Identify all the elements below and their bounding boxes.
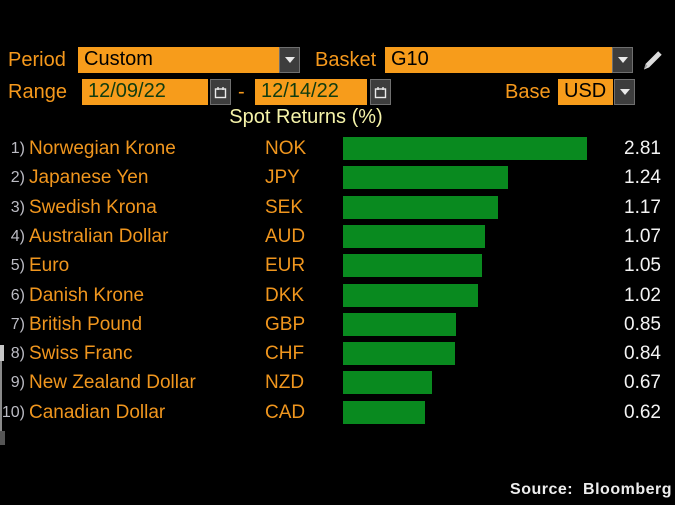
return-value: 0.85 — [624, 313, 661, 335]
currency-name: Australian Dollar — [29, 225, 169, 247]
scrollbar-track — [0, 345, 2, 445]
currency-name: Norwegian Krone — [29, 138, 176, 159]
left-scrollbar[interactable] — [0, 345, 6, 445]
calendar-icon — [214, 86, 227, 98]
return-bar — [343, 254, 482, 278]
range-label: Range — [8, 81, 67, 103]
currency-name: British Pound — [29, 313, 143, 335]
currency-name: Swiss Franc — [29, 343, 133, 365]
return-bar — [343, 283, 478, 307]
chart-row-eur[interactable]: 5) Euro EUR 1.05 — [0, 251, 675, 280]
currency-code: DKK — [265, 284, 305, 306]
edit-pencil-button[interactable] — [639, 46, 667, 74]
chart-row-gbp[interactable]: 7) British Pound GBP 0.85 — [0, 310, 675, 339]
currency-code: NOK — [265, 138, 307, 159]
currency-code: AUD — [265, 225, 306, 247]
return-bar — [343, 312, 456, 336]
return-value: 0.62 — [624, 401, 661, 423]
row-number: 10) — [1, 403, 25, 421]
chart-title: Spot Returns (%) — [229, 106, 383, 128]
row-number: 6) — [10, 286, 25, 304]
row-number: 8) — [10, 345, 25, 363]
chevron-down-icon — [619, 89, 630, 95]
basket-label: Basket — [315, 49, 377, 71]
currency-code: EUR — [265, 255, 306, 277]
range-end-calendar-button[interactable] — [370, 79, 391, 105]
chart-row-chf[interactable]: 8) Swiss Franc CHF 0.84 — [0, 339, 675, 368]
currency-code: GBP — [265, 313, 306, 335]
return-value: 1.05 — [624, 255, 661, 277]
period-label: Period — [8, 49, 66, 71]
scrollbar-foot — [0, 431, 5, 445]
return-bar — [343, 137, 587, 160]
return-value: 1.24 — [624, 167, 661, 189]
currency-name: Swedish Krona — [29, 196, 157, 218]
chart-row-nzd[interactable]: 9) New Zealand Dollar NZD 0.67 — [0, 368, 675, 397]
chevron-down-icon — [284, 57, 295, 63]
chevron-down-icon — [617, 57, 628, 63]
return-bar — [343, 195, 498, 219]
chart-row-jpy[interactable]: 2) Japanese Yen JPY 1.24 — [0, 163, 675, 192]
chart-row-cad[interactable]: 10) Canadian Dollar CAD 0.62 — [0, 398, 675, 427]
source-note: Source: Bloomberg — [510, 481, 672, 498]
chart-row-dkk[interactable]: 6) Danish Krone DKK 1.02 — [0, 281, 675, 310]
currency-code: JPY — [265, 167, 300, 189]
period-dropdown-button[interactable] — [279, 47, 300, 73]
currency-code: SEK — [265, 196, 304, 218]
currency-name: Danish Krone — [29, 284, 145, 306]
base-dropdown-button[interactable] — [614, 79, 635, 105]
calendar-icon — [374, 86, 387, 98]
basket-input[interactable]: G10 — [385, 47, 612, 73]
return-bar — [343, 400, 425, 424]
chart-row-sek[interactable]: 3) Swedish Krona SEK 1.17 — [0, 193, 675, 222]
row-number: 4) — [10, 227, 25, 245]
period-input[interactable]: Custom — [78, 47, 279, 73]
return-bar — [343, 371, 432, 395]
return-value: 2.81 — [624, 138, 661, 159]
return-value: 1.02 — [624, 284, 661, 306]
scrollbar-thumb[interactable] — [0, 345, 4, 361]
currency-code: NZD — [265, 372, 305, 394]
base-label: Base — [505, 81, 551, 103]
return-value: 1.07 — [624, 225, 661, 247]
range-separator: - — [238, 81, 245, 103]
row-number: 2) — [10, 169, 25, 187]
chart-row-nok[interactable]: 1) Norwegian Krone NOK 2.81 — [0, 134, 675, 163]
return-bar — [343, 224, 485, 248]
row-number: 5) — [10, 257, 25, 275]
return-value: 0.84 — [624, 343, 661, 365]
basket-dropdown-button[interactable] — [612, 47, 633, 73]
row-number: 3) — [10, 198, 25, 216]
row-number: 9) — [10, 374, 25, 392]
return-value: 1.17 — [624, 196, 661, 218]
range-end-input[interactable]: 12/14/22 — [255, 79, 367, 105]
range-start-input[interactable]: 12/09/22 — [82, 79, 208, 105]
range-start-calendar-button[interactable] — [210, 79, 231, 105]
pencil-icon — [644, 51, 662, 70]
currency-code: CHF — [265, 343, 305, 365]
currency-name: Japanese Yen — [29, 167, 149, 189]
currency-name: Canadian Dollar — [29, 401, 166, 423]
currency-name: New Zealand Dollar — [29, 372, 196, 394]
currency-name: Euro — [29, 255, 70, 277]
return-bar — [343, 166, 508, 190]
return-value: 0.67 — [624, 372, 661, 394]
row-number: 7) — [10, 315, 25, 333]
base-input[interactable]: USD — [558, 79, 613, 105]
currency-code: CAD — [265, 401, 306, 423]
chart-row-aud[interactable]: 4) Australian Dollar AUD 1.07 — [0, 222, 675, 251]
return-bar — [343, 342, 455, 366]
row-number: 1) — [10, 140, 25, 157]
